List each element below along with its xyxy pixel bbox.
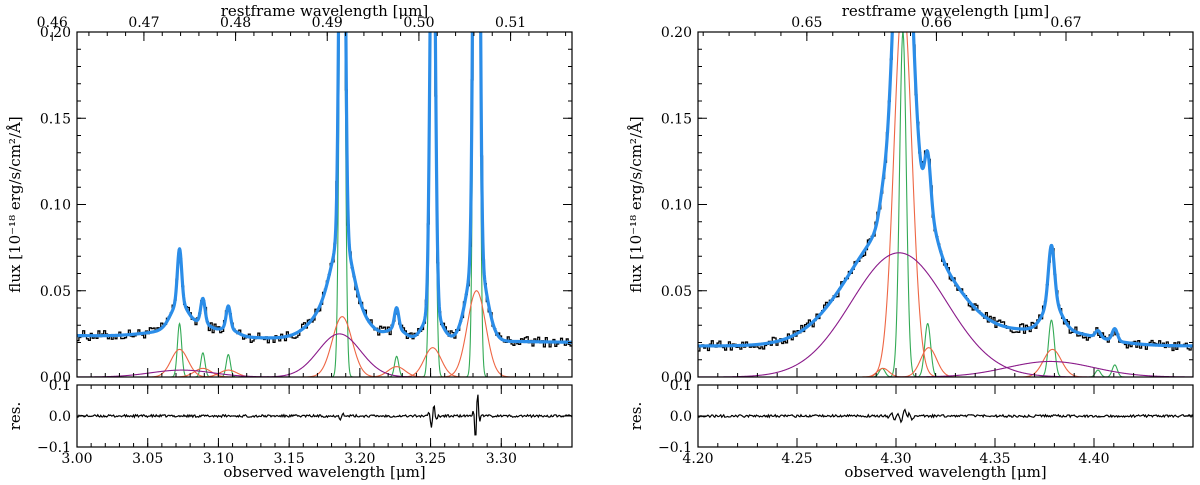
residual-axis-title: res. <box>6 402 24 431</box>
top-axis-title: restframe wavelength [μm] <box>221 2 429 20</box>
y-tick-label: 0.20 <box>661 25 692 41</box>
y-tick-label: 0.05 <box>40 284 71 300</box>
plot-area <box>698 32 1193 377</box>
y-tick-label: 0.10 <box>661 198 692 214</box>
x-tick-label: 3.00 <box>61 451 92 467</box>
res-y-tick-label: 0.1 <box>670 378 692 394</box>
narrow-component-line <box>77 32 572 377</box>
medium-component-line <box>698 347 1193 377</box>
narrow-component-line <box>77 355 572 377</box>
top-tick-label: 0.47 <box>128 15 159 31</box>
x-tick-label: 4.40 <box>1078 451 1109 467</box>
y-axis-title: flux [10⁻¹⁸ erg/s/cm²/Å] <box>6 116 24 292</box>
y-tick-label: 0.15 <box>661 111 692 127</box>
main-frame <box>697 31 1194 378</box>
top-tick-label: 0.50 <box>403 15 434 31</box>
medium-component-line <box>77 348 572 377</box>
res-y-tick-label: 0.0 <box>670 409 692 425</box>
x-tick-label: 3.10 <box>203 451 234 467</box>
residual-line <box>77 394 572 436</box>
residual-plot-area <box>698 408 1193 424</box>
main-frame <box>76 31 573 378</box>
y-axis-title: flux [10⁻¹⁸ erg/s/cm²/Å] <box>627 116 645 292</box>
top-tick-label: 0.65 <box>791 15 822 31</box>
x-tick-label: 3.25 <box>415 451 446 467</box>
x-tick-label: 3.20 <box>344 451 375 467</box>
broad-component-line <box>77 333 572 377</box>
narrow-component-line <box>698 32 1193 377</box>
broad-component-line <box>698 252 1193 377</box>
narrow-component-line <box>77 32 572 377</box>
top-tick-label: 0.66 <box>921 15 952 31</box>
top-tick-label: 0.48 <box>220 15 251 31</box>
narrow-component-line <box>698 322 1193 377</box>
residual-line <box>698 408 1193 424</box>
top-tick-label: 0.49 <box>312 15 343 31</box>
res-y-tick-label: −0.1 <box>37 440 71 456</box>
res-y-tick-label: 0.1 <box>49 378 71 394</box>
medium-component-line <box>698 32 1193 377</box>
broad-component-line <box>77 369 572 377</box>
model-fit-line <box>698 32 1193 348</box>
res-y-tick-label: 0.0 <box>49 409 71 425</box>
y-tick-label: 0.20 <box>40 25 71 41</box>
y-tick-label: 0.00 <box>40 370 71 386</box>
right-spectrum-panel: 0.00 0.05 0.10 0.15 0.20 4.20 4.25 4.30 4.35 4.40… <box>627 2 1194 481</box>
x-tick-label: 3.30 <box>486 451 517 467</box>
bottom-axis-title: observed wavelength [μm] <box>223 463 425 481</box>
narrow-component-line <box>698 319 1193 377</box>
x-tick-label: 3.15 <box>274 451 305 467</box>
x-tick-label: 4.20 <box>682 451 713 467</box>
bottom-axis-title: observed wavelength [μm] <box>844 463 1046 481</box>
x-tick-label: 4.25 <box>781 451 812 467</box>
medium-component-line <box>77 290 572 377</box>
plot-area <box>77 32 572 377</box>
left-spectrum-panel: 0.00 0.05 0.10 0.15 0.20 3.00 3.05 3.10 3.15 3.20… <box>6 2 573 481</box>
narrow-component-line <box>698 364 1193 377</box>
x-tick-label: 4.30 <box>880 451 911 467</box>
x-tick-label: 3.05 <box>132 451 163 467</box>
narrow-component-line <box>77 32 572 377</box>
model-fit-line <box>77 32 572 344</box>
top-tick-label: 0.51 <box>495 15 526 31</box>
residual-axis-title: res. <box>627 402 645 431</box>
residual-plot-area <box>77 394 572 436</box>
res-y-tick-label: −0.1 <box>658 440 692 456</box>
x-tick-label: 4.35 <box>979 451 1010 467</box>
medium-component-line <box>77 316 572 377</box>
y-tick-label: 0.10 <box>40 198 71 214</box>
top-tick-label: 0.67 <box>1050 15 1081 31</box>
top-axis-title: restframe wavelength [μm] <box>842 2 1050 20</box>
top-tick-label: 0.46 <box>37 15 68 31</box>
y-tick-label: 0.15 <box>40 111 71 127</box>
y-tick-label: 0.05 <box>661 284 692 300</box>
observed-spectrum-line <box>698 32 1193 352</box>
y-tick-label: 0.00 <box>661 370 692 386</box>
broad-component-line <box>698 360 1193 377</box>
